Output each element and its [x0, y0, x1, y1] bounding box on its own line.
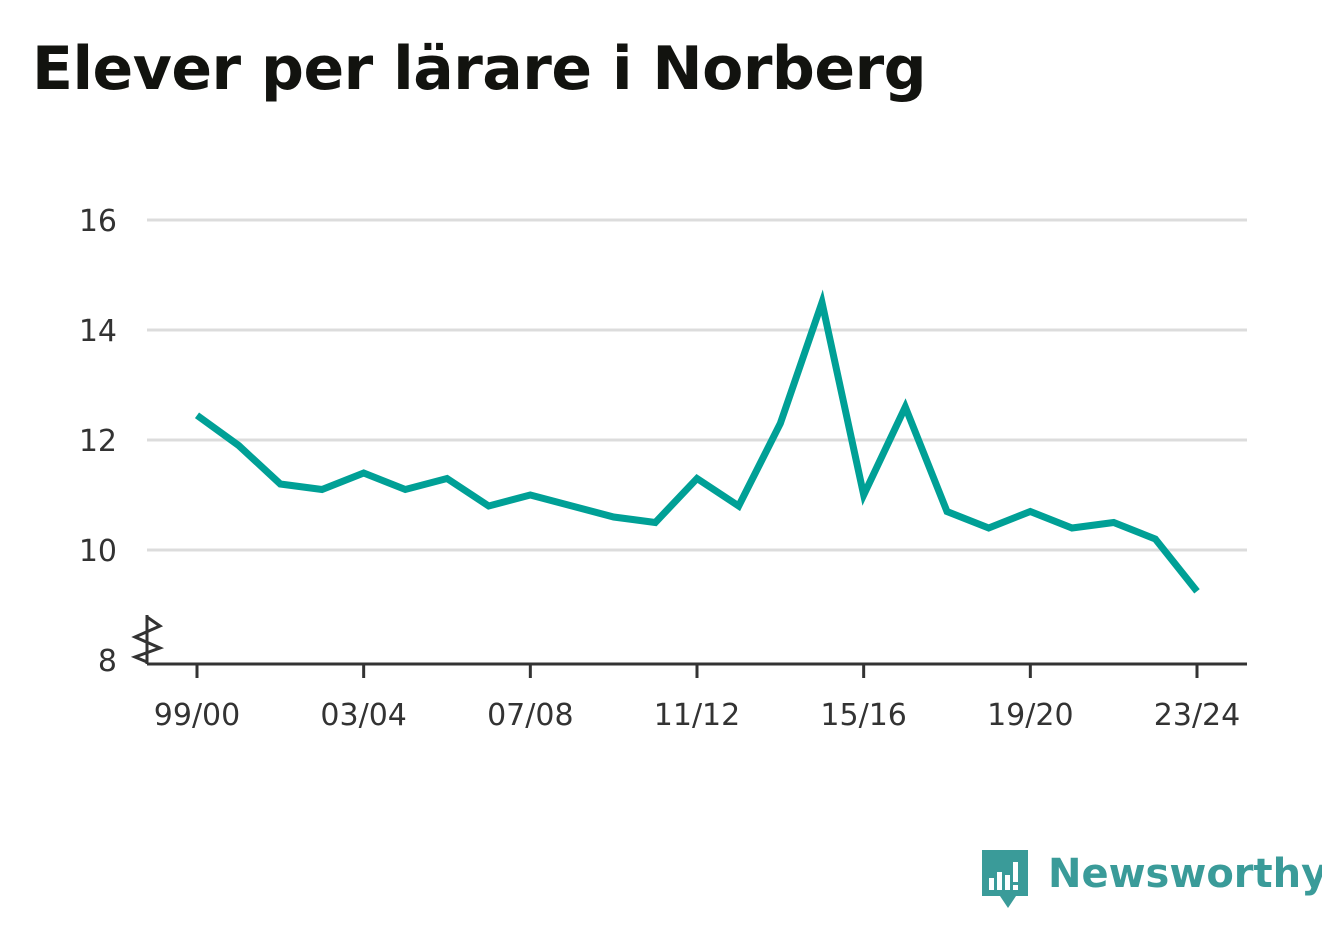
series-layer [194, 289, 1200, 594]
x-tick-label: 03/04 [320, 698, 406, 733]
x-tick-label: 07/08 [487, 698, 573, 733]
x-tick-label: 11/12 [654, 698, 740, 733]
newsworthy-logo-icon [982, 850, 1028, 908]
x-tick-label: 99/00 [154, 698, 240, 733]
y-tick-label: 8 [98, 644, 117, 679]
x-tick-label: 19/20 [987, 698, 1073, 733]
y-tick-label: 12 [79, 424, 117, 459]
x-tick-label: 23/24 [1154, 698, 1240, 733]
chart-title: Elever per lärare i Norberg [32, 34, 927, 104]
series-line [194, 289, 1200, 594]
y-tick-label: 10 [79, 534, 117, 569]
axis-break-icon [130, 615, 165, 664]
x-tick-labels: 99/00 03/04 07/08 11/12 15/16 19/20 23/24 [154, 698, 1240, 733]
y-tick-labels: 8 10 12 16 14 [79, 204, 117, 679]
brand-name: Newsworthy [1048, 851, 1322, 897]
gridlines [147, 218, 1247, 552]
x-tick-label: 15/16 [820, 698, 906, 733]
y-tick-label: 14 [79, 314, 117, 349]
axes [130, 615, 1247, 678]
y-tick-label: 16 [79, 204, 117, 239]
